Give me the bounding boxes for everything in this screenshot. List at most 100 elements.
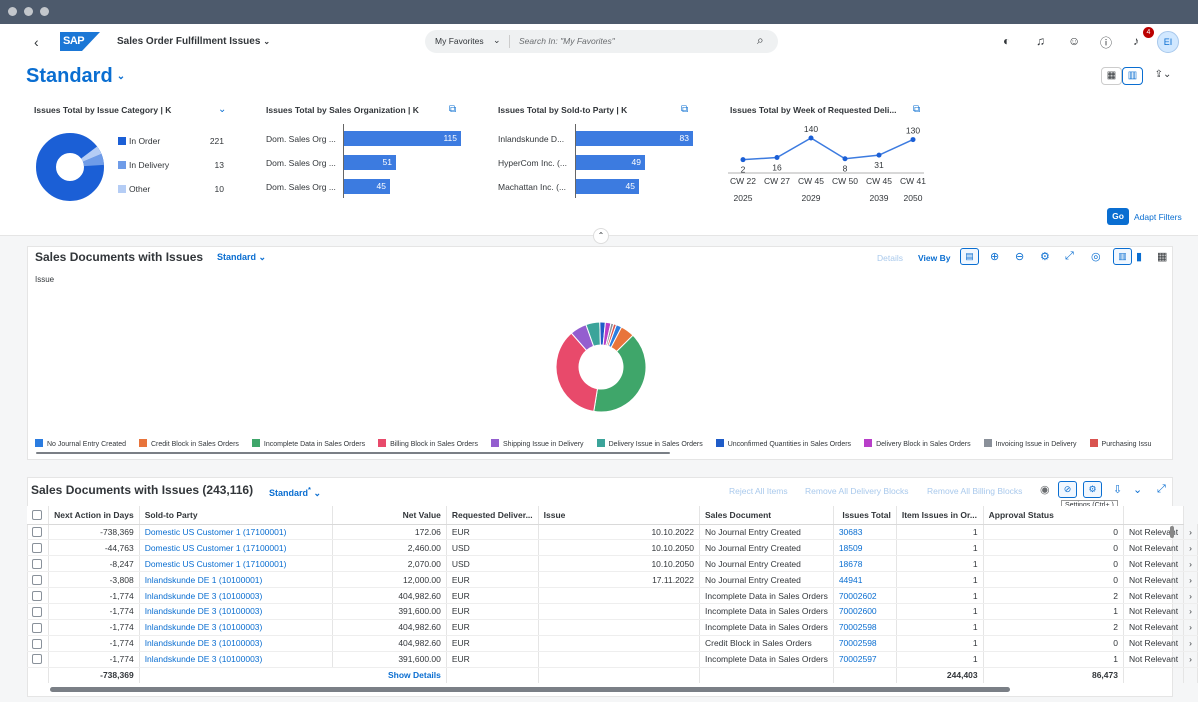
search-scope[interactable]: My Favorites bbox=[435, 36, 484, 46]
row-navigation-icon[interactable]: › bbox=[1183, 603, 1198, 620]
cell-link-doc[interactable]: 30683 bbox=[833, 524, 897, 541]
legend-toggle-icon[interactable]: ▤ bbox=[960, 248, 979, 265]
cell-link-doc[interactable]: 70002597 bbox=[833, 651, 897, 668]
bar[interactable]: 45 bbox=[344, 179, 390, 194]
table-row[interactable]: -3,808 Inlandskunde DE 1 (10100001) 12,000… bbox=[27, 571, 1198, 589]
settings-icon[interactable]: ⚙ bbox=[1083, 481, 1102, 498]
zoom-in-icon[interactable]: ⊕ bbox=[990, 251, 1000, 263]
row-checkbox[interactable] bbox=[32, 638, 42, 649]
row-select-cell[interactable] bbox=[27, 524, 50, 541]
window-close-dot[interactable] bbox=[8, 7, 17, 16]
row-select-cell[interactable] bbox=[27, 587, 50, 604]
row-select-cell[interactable] bbox=[27, 603, 50, 620]
popout-icon[interactable]: ⧉ bbox=[913, 104, 921, 115]
row-navigation-icon[interactable]: › bbox=[1183, 587, 1198, 604]
help-icon[interactable]: ⓘ bbox=[1100, 36, 1113, 50]
copilot-icon[interactable]: ◐ bbox=[1003, 34, 1011, 48]
row-navigation-icon[interactable]: › bbox=[1183, 539, 1198, 557]
eye-icon[interactable]: ◉ bbox=[1040, 484, 1050, 496]
headset-icon[interactable]: ♫ bbox=[1036, 34, 1045, 48]
cell-link-party[interactable]: Inlandskunde DE 3 (10100003) bbox=[139, 651, 334, 668]
table-row[interactable]: -1,774 Inlandskunde DE 3 (10100003) 404,98… bbox=[27, 587, 1198, 604]
legend-item[interactable]: No Journal Entry Created bbox=[35, 439, 126, 448]
chart-view-icon[interactable]: ▥ bbox=[1113, 248, 1132, 265]
legend-item[interactable]: Credit Block in Sales Orders bbox=[138, 439, 239, 448]
row-navigation-icon[interactable]: › bbox=[1183, 571, 1198, 589]
donut-slice[interactable] bbox=[555, 332, 599, 412]
donut-slice[interactable] bbox=[606, 323, 618, 347]
column-header[interactable]: Requested Deliver... bbox=[446, 506, 539, 525]
chart-variant-selector[interactable]: Standard ⌄ bbox=[217, 252, 266, 263]
data-point[interactable] bbox=[740, 157, 746, 163]
row-select-cell[interactable] bbox=[27, 651, 50, 668]
column-header[interactable]: Sales Document bbox=[699, 506, 834, 525]
cell-link-party[interactable]: Domestic US Customer 1 (17100001) bbox=[139, 524, 334, 541]
cell-link-doc[interactable]: 18678 bbox=[833, 555, 897, 573]
popout-icon[interactable]: ⧉ bbox=[449, 104, 457, 115]
remove-delivery-blocks-button[interactable]: Remove All Delivery Blocks bbox=[805, 486, 909, 496]
hide-icon[interactable]: ⊘ bbox=[1058, 481, 1077, 498]
legend-item[interactable]: In Order bbox=[118, 136, 160, 146]
row-select-cell[interactable] bbox=[27, 619, 50, 636]
legend-item[interactable]: Billing Block in Sales Orders bbox=[378, 439, 478, 448]
feedback-icon[interactable]: ☺ bbox=[1068, 34, 1081, 48]
adapt-filters-link[interactable]: Adapt Filters bbox=[1134, 212, 1182, 222]
legend-item[interactable]: Delivery Block in Sales Orders bbox=[864, 439, 971, 448]
cell-link-doc[interactable]: 44941 bbox=[833, 571, 897, 589]
row-checkbox[interactable] bbox=[32, 606, 42, 617]
cell-link-party[interactable]: Inlandskunde DE 1 (10100001) bbox=[139, 571, 334, 589]
cell-link-doc[interactable]: 18509 bbox=[833, 539, 897, 557]
reject-all-items-button[interactable]: Reject All Items bbox=[729, 486, 788, 496]
search-input[interactable]: Search In: "My Favorites" bbox=[519, 36, 615, 46]
fullscreen-icon[interactable]: ⤢ bbox=[1157, 483, 1166, 495]
legend-item[interactable]: Delivery Issue in Sales Orders bbox=[596, 439, 703, 448]
row-checkbox[interactable] bbox=[32, 622, 42, 633]
bar[interactable]: 115 bbox=[344, 131, 461, 146]
cell-link-party[interactable]: Inlandskunde DE 3 (10100003) bbox=[139, 587, 334, 604]
row-select-cell[interactable] bbox=[27, 555, 50, 573]
table-row[interactable]: -1,774 Inlandskunde DE 3 (10100003) 404,98… bbox=[27, 619, 1198, 636]
bar-chart-icon[interactable]: ▮ bbox=[1136, 251, 1143, 263]
personalize-icon[interactable]: ◎ bbox=[1091, 251, 1101, 263]
settings-icon[interactable]: ⚙ bbox=[1040, 251, 1050, 263]
row-checkbox[interactable] bbox=[32, 559, 42, 570]
view-by-button[interactable]: View By bbox=[918, 253, 951, 263]
avatar[interactable]: EI bbox=[1157, 31, 1179, 53]
legend-item[interactable]: Incomplete Data in Sales Orders bbox=[251, 439, 365, 448]
table-row[interactable]: -44,763 Domestic US Customer 1 (17100001)… bbox=[27, 539, 1198, 557]
back-button[interactable]: ‹ bbox=[34, 34, 39, 50]
category-donut[interactable] bbox=[36, 133, 104, 201]
export-icon[interactable]: ⇩ bbox=[1113, 484, 1123, 496]
table-variant-selector[interactable]: Standard* ⌄ bbox=[269, 485, 321, 499]
data-point[interactable] bbox=[808, 135, 814, 141]
legend-scrollbar[interactable] bbox=[36, 452, 670, 454]
column-header[interactable]: Item Issues in Or... bbox=[896, 506, 984, 525]
window-minimize-dot[interactable] bbox=[24, 7, 33, 16]
table-row[interactable]: -738,369 Domestic US Customer 1 (17100001… bbox=[27, 524, 1198, 541]
table-row[interactable]: -1,774 Inlandskunde DE 3 (10100003) 404,98… bbox=[27, 635, 1198, 652]
window-maximize-dot[interactable] bbox=[40, 7, 49, 16]
column-header[interactable]: Approval Status bbox=[983, 506, 1124, 525]
legend-item[interactable]: Shipping Issue in Delivery bbox=[491, 439, 584, 448]
cell-link-party[interactable]: Domestic US Customer 1 (17100001) bbox=[139, 555, 334, 573]
row-checkbox[interactable] bbox=[32, 574, 42, 585]
column-header[interactable]: Next Action in Days bbox=[48, 506, 140, 525]
column-header[interactable]: Issue bbox=[538, 506, 700, 525]
app-title-menu[interactable]: Sales Order Fulfillment Issues ⌄ bbox=[117, 36, 270, 47]
bar[interactable]: 45 bbox=[576, 179, 639, 194]
chevron-down-icon[interactable]: ⌄ bbox=[218, 104, 227, 115]
cell-link-doc[interactable]: 70002602 bbox=[833, 587, 897, 604]
legend-item[interactable]: Unconfirmed Quantities in Sales Orders bbox=[715, 439, 851, 448]
row-checkbox[interactable] bbox=[32, 590, 42, 601]
legend-item[interactable]: In Delivery bbox=[118, 160, 169, 170]
row-navigation-icon[interactable]: › bbox=[1183, 651, 1198, 668]
table-row[interactable]: -1,774 Inlandskunde DE 3 (10100003) 391,60… bbox=[27, 603, 1198, 620]
card-title-category[interactable]: Issues Total by Issue Category | K bbox=[34, 105, 171, 115]
table-row[interactable]: -1,774 Inlandskunde DE 3 (10100003) 391,60… bbox=[27, 651, 1198, 668]
legend-item[interactable]: Other bbox=[118, 184, 150, 194]
column-header[interactable]: Net Value bbox=[332, 506, 447, 525]
cell-link-party[interactable]: Inlandskunde DE 3 (10100003) bbox=[139, 619, 334, 636]
vertical-scrollbar[interactable] bbox=[1170, 526, 1174, 538]
variant-selector[interactable]: Standard ⌄ bbox=[26, 65, 125, 88]
collapse-header-button[interactable]: ⌃ bbox=[593, 228, 609, 244]
